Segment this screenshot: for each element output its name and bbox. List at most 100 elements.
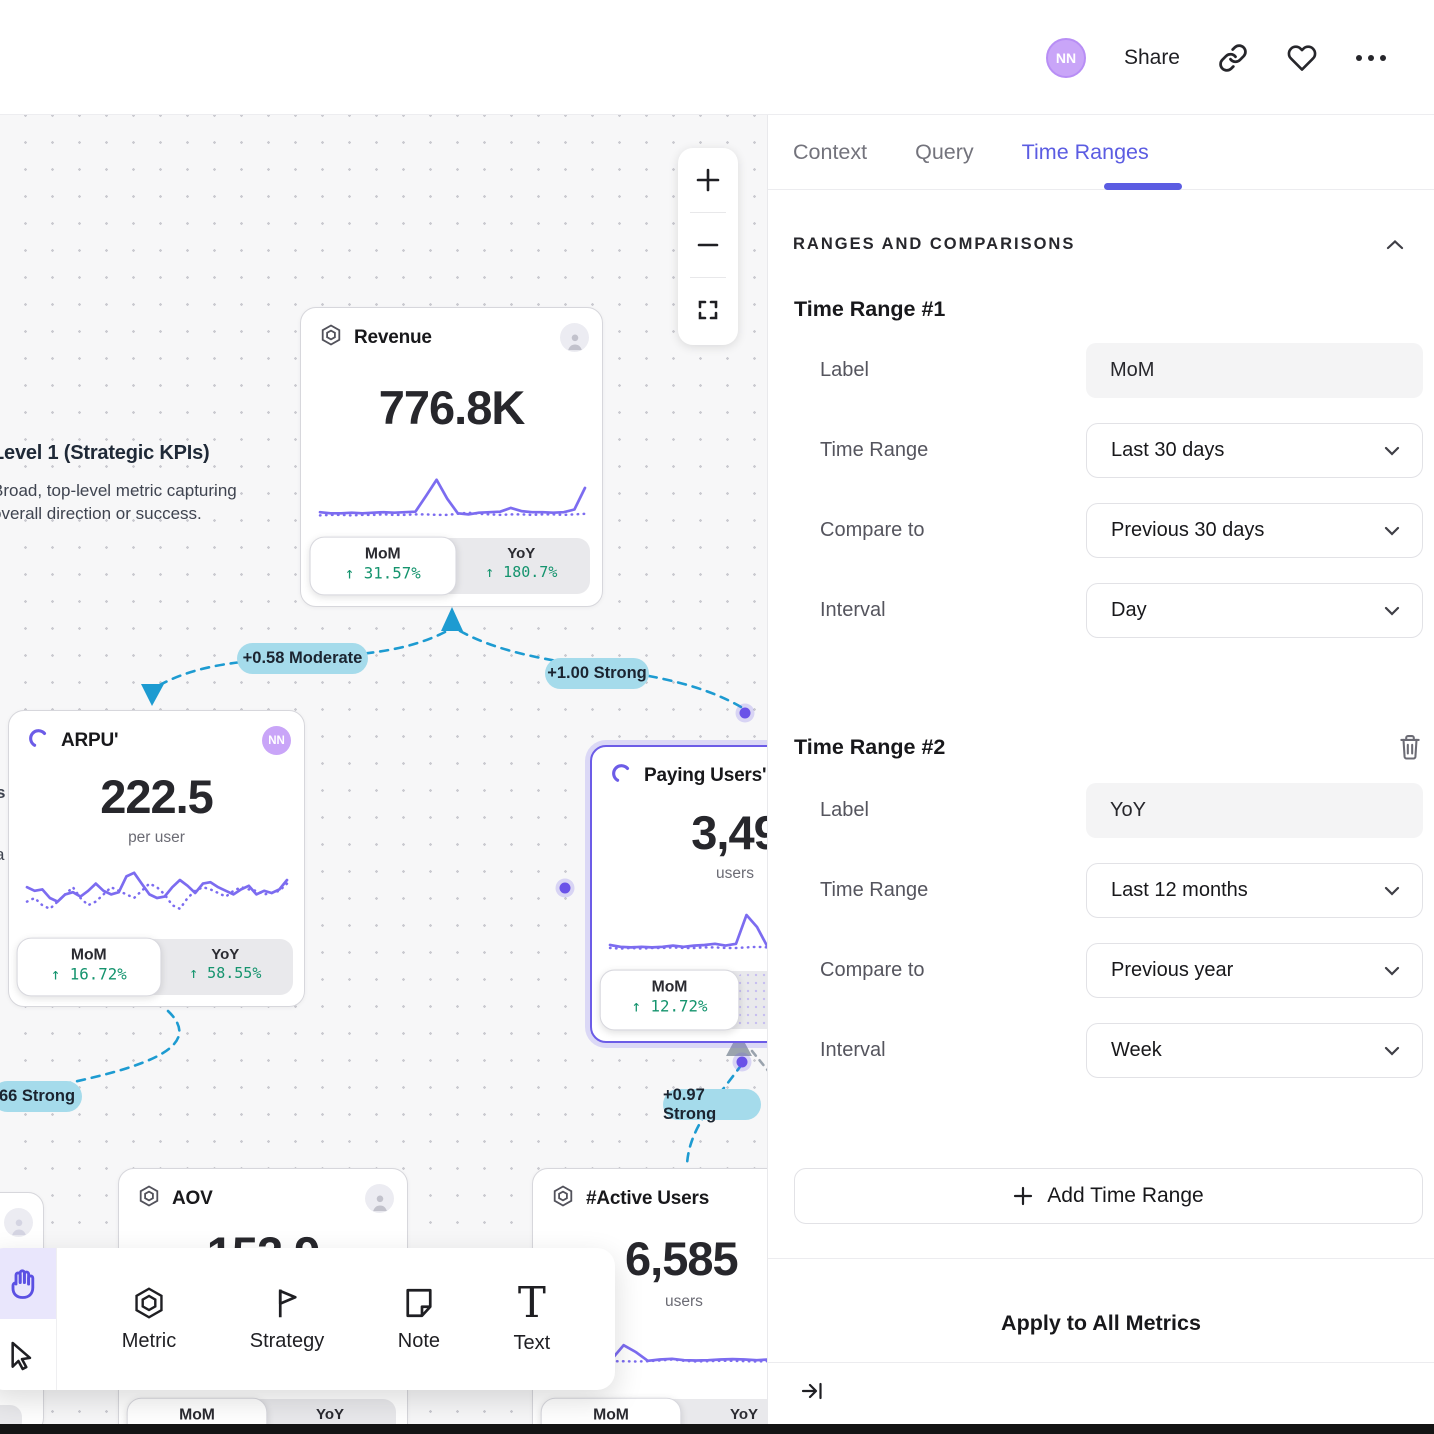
label-caption: Label (820, 799, 869, 821)
metric-tree-canvas[interactable]: +0.58 Moderate +1.00 Strong 66 Strong +0… (0, 115, 767, 1434)
favorite-heart-icon[interactable] (1286, 43, 1318, 73)
note-body: Broad, top-level metric capturing overal… (0, 481, 237, 523)
yoy-range-toggle[interactable]: YoY ↑ 180.7% (485, 545, 558, 581)
user-avatar[interactable]: NN (1045, 37, 1086, 78)
label-caption: Label (820, 359, 869, 381)
trash-icon[interactable] (1397, 732, 1423, 762)
time-range-caption: Time Range (820, 879, 929, 901)
chevron-down-icon (1384, 526, 1400, 536)
owner-avatar: NN (262, 726, 291, 755)
hexagon-metric-icon (319, 323, 343, 352)
apply-all-metrics-button[interactable]: Apply to All Metrics (1001, 1311, 1201, 1335)
time-range-1-group: Time Range #1 Label MoM Time Range Last … (794, 297, 1423, 663)
metric-value: 3,49 (691, 806, 767, 859)
clipped-text-fragment: a (0, 845, 4, 865)
correlation-badge[interactable]: +1.00 Strong (545, 658, 649, 689)
metric-card-paying-users[interactable]: Paying Users' 3,49 users MoM ↑ 12.72% (590, 745, 767, 1043)
more-options-button[interactable] (1356, 54, 1386, 61)
note-tool-button[interactable]: Note (398, 1285, 440, 1353)
metric-tool-button[interactable]: Metric (122, 1285, 176, 1353)
active-tab-indicator (1104, 183, 1182, 190)
mom-range-toggle[interactable]: MoM ↑ 12.72% (599, 969, 740, 1031)
mom-range-toggle[interactable]: MoM ↑ 31.57% (309, 536, 456, 596)
correlation-badge[interactable]: 66 Strong (0, 1081, 82, 1112)
metric-value: 6,585 (625, 1232, 739, 1285)
tab-context[interactable]: Context (793, 139, 868, 164)
top-bar: NN Share (0, 0, 1434, 115)
yoy-range-toggle[interactable]: YoY (315, 1406, 345, 1423)
cursor-tool-button[interactable] (0, 1319, 56, 1390)
metric-card-revenue[interactable]: Revenue 776.8K MoM ↑ 31.57% YoY ↑ 180.7% (300, 307, 603, 607)
ranges-section-header[interactable]: RANGES AND COMPARISONS (793, 235, 1404, 254)
fit-view-button[interactable] (678, 278, 738, 342)
interval-caption: Interval (820, 599, 886, 621)
time-range-select[interactable]: Last 30 days (1086, 423, 1423, 478)
metric-value: 776.8K (378, 381, 526, 434)
correlation-badge[interactable]: +0.58 Moderate (237, 643, 368, 674)
yoy-range-toggle[interactable]: YoY (729, 1406, 759, 1423)
canvas-note-level1[interactable]: Level 1 (Strategic KPIs) Broad, top-leve… (0, 442, 242, 526)
yoy-range-toggle[interactable]: YoY ↑ 58.55% (189, 946, 262, 982)
text-icon: T (517, 1278, 546, 1327)
add-time-range-button[interactable]: Add Time Range (794, 1168, 1423, 1224)
card-title: Paying Users' (644, 765, 767, 786)
spinner-icon (27, 727, 50, 755)
label-input[interactable]: YoY (1086, 783, 1423, 838)
note-title: Level 1 (Strategic KPIs) (0, 442, 210, 464)
compare-to-select[interactable]: Previous year (1086, 943, 1423, 998)
strategy-tool-button[interactable]: Strategy (250, 1285, 324, 1353)
time-range-select[interactable]: Last 12 months (1086, 863, 1423, 918)
chevron-down-icon (1384, 606, 1400, 616)
sparkline (608, 913, 767, 950)
card-title: AOV (172, 1187, 213, 1209)
label-input[interactable]: MoM (1086, 343, 1423, 398)
panel-tabs: Context Query Time Ranges (768, 115, 1434, 190)
time-range-2-group: Time Range #2 Label YoY Time Range Last … (794, 732, 1423, 1103)
chevron-up-icon[interactable] (1386, 239, 1404, 251)
collapse-panel-icon[interactable] (800, 1379, 824, 1408)
top-bar-actions: NN Share (1045, 0, 1386, 115)
time-range-2-title: Time Range #2 (794, 734, 946, 759)
card-title: ARPU' (61, 729, 119, 751)
metric-unit: users (665, 1293, 703, 1310)
sparkline (318, 478, 587, 517)
canvas-toolbar: Metric Strategy Note T Text (0, 1248, 615, 1390)
canvas-zoom-controls (678, 148, 738, 345)
share-button[interactable]: Share (1123, 45, 1180, 69)
mom-range-toggle[interactable]: MoM ↑ 16.72% (16, 937, 161, 997)
chevron-down-icon (1384, 966, 1400, 976)
metric-value: 222.5 (100, 770, 214, 823)
owner-avatar-icon (365, 1184, 394, 1213)
correlation-badge[interactable]: +0.97 Strong (663, 1086, 761, 1123)
zoom-in-button[interactable] (678, 148, 738, 212)
hexagon-metric-icon (551, 1184, 575, 1213)
time-range-caption: Time Range (820, 439, 929, 461)
text-tool-button[interactable]: T Text (513, 1278, 551, 1355)
zoom-out-button[interactable] (678, 213, 738, 277)
clipped-text-fragment: s (0, 783, 6, 802)
settings-panel: Context Query Time Ranges RANGES AND COM… (767, 115, 1434, 1434)
chevron-down-icon (1384, 446, 1400, 456)
compare-to-select[interactable]: Previous 30 days (1086, 503, 1423, 558)
interval-select[interactable]: Day (1086, 583, 1423, 638)
chevron-down-icon (1384, 886, 1400, 896)
plus-icon (1014, 1186, 1033, 1206)
toolbar-mode-column (0, 1248, 57, 1390)
metric-card-arpu[interactable]: ARPU' NN 222.5 per user MoM ↑ 16.72% YoY… (8, 710, 305, 1007)
time-range-1-title: Time Range #1 (794, 297, 946, 321)
chevron-down-icon (1384, 1046, 1400, 1056)
spinner-icon (610, 762, 633, 790)
metric-unit: per user (128, 829, 185, 846)
metric-unit: users (716, 865, 754, 882)
interval-select[interactable]: Week (1086, 1023, 1423, 1078)
compare-to-caption: Compare to (820, 519, 925, 541)
hand-tool-button[interactable] (0, 1248, 56, 1319)
yoy-range-toggle[interactable] (736, 971, 767, 1029)
copy-link-icon[interactable] (1218, 43, 1248, 73)
tab-query[interactable]: Query (915, 139, 974, 164)
compare-to-caption: Compare to (820, 959, 925, 981)
toolbar-tools: Metric Strategy Note T Text (57, 1248, 615, 1390)
tab-time-ranges[interactable]: Time Ranges (1021, 139, 1149, 164)
card-title: #Active Users (586, 1187, 710, 1209)
